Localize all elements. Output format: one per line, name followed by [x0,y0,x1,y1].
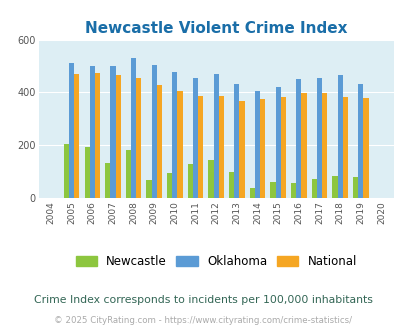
Bar [105,163,110,198]
Bar [352,178,357,198]
Bar [332,176,337,198]
Bar [275,87,280,198]
Bar [218,96,224,198]
Bar [270,182,275,198]
Bar [234,84,239,198]
Bar [342,97,347,198]
Bar [156,85,162,198]
Bar [90,66,95,198]
Bar [84,147,90,198]
Bar [64,145,69,198]
Bar [126,150,131,198]
Bar [260,99,264,198]
Bar [131,58,136,198]
Legend: Newcastle, Oklahoma, National: Newcastle, Oklahoma, National [72,251,360,272]
Text: Crime Index corresponds to incidents per 100,000 inhabitants: Crime Index corresponds to incidents per… [34,295,371,305]
Bar [167,173,172,198]
Bar [280,97,285,198]
Bar [337,75,342,198]
Bar [208,160,213,198]
Bar [357,84,362,198]
Bar [316,79,321,198]
Bar [213,74,218,198]
Bar [95,73,100,198]
Bar [321,93,326,198]
Bar [228,172,234,198]
Bar [151,65,156,198]
Title: Newcastle Violent Crime Index: Newcastle Violent Crime Index [85,21,347,36]
Bar [110,66,115,198]
Bar [311,179,316,198]
Bar [290,183,296,198]
Bar [115,75,120,198]
Bar [192,78,198,198]
Bar [239,101,244,198]
Bar [188,164,192,198]
Bar [172,72,177,198]
Bar [74,74,79,198]
Text: © 2025 CityRating.com - https://www.cityrating.com/crime-statistics/: © 2025 CityRating.com - https://www.city… [54,316,351,325]
Bar [249,188,254,198]
Bar [254,91,260,198]
Bar [136,78,141,198]
Bar [177,91,182,198]
Bar [69,63,74,198]
Bar [296,80,301,198]
Bar [198,96,203,198]
Bar [362,98,368,198]
Bar [146,180,151,198]
Bar [301,93,306,198]
